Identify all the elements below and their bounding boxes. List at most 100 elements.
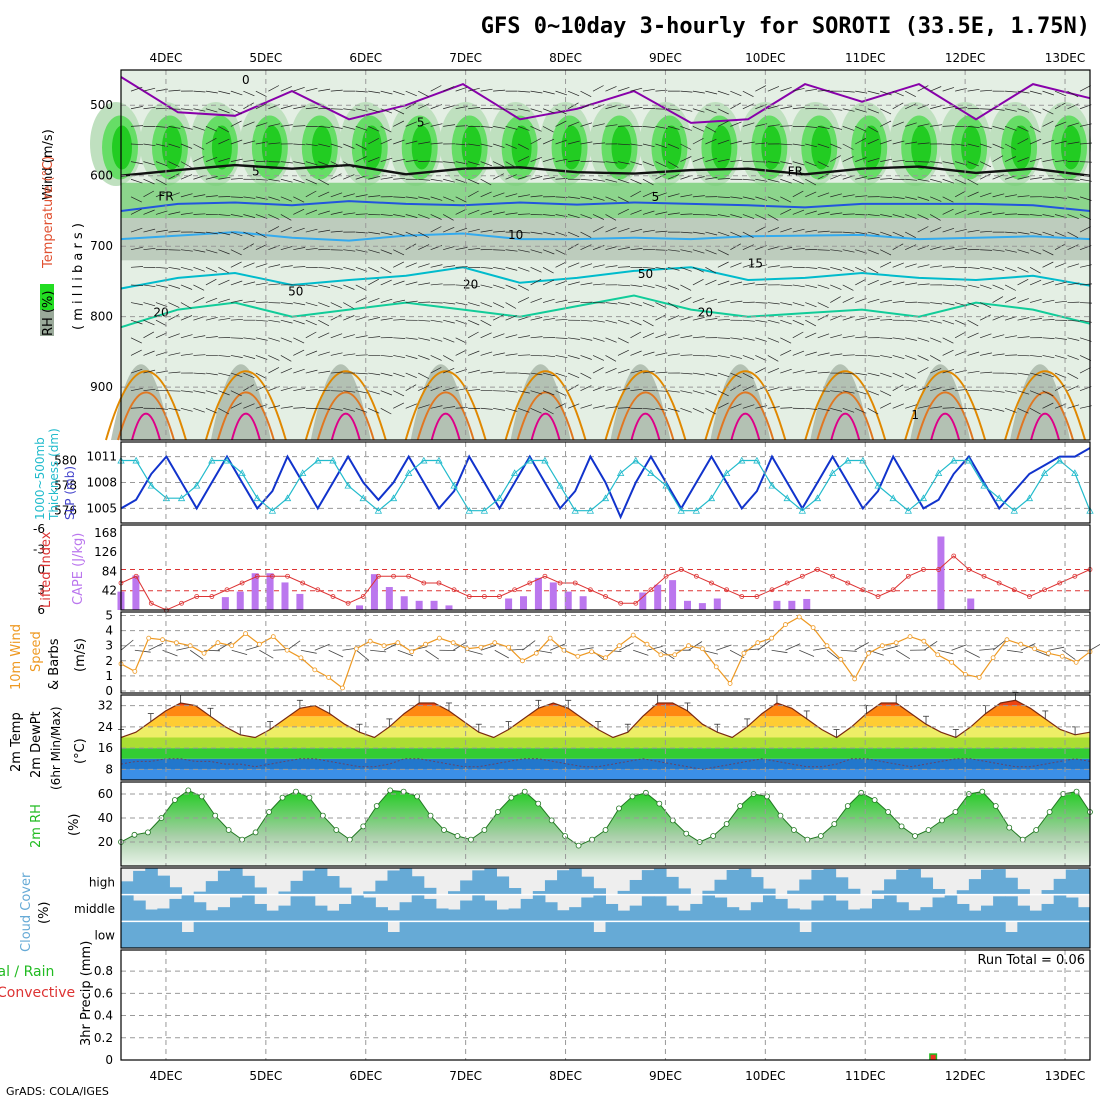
wind-barb: [792, 190, 804, 198]
wind-speed-marker: [187, 643, 193, 649]
wind-barb: [780, 266, 793, 268]
wind-barb: [430, 337, 443, 342]
wind-barb: [443, 105, 455, 110]
ylabel-millibars: ( m i l l i b a r s ): [71, 223, 86, 330]
cape-bar: [385, 587, 393, 610]
contour-label: 5: [417, 115, 425, 129]
wind-barb: [243, 231, 255, 238]
wind-barb: [692, 176, 705, 180]
wind-barb: [218, 214, 231, 217]
wind-barb: [305, 247, 318, 251]
wind-barb: [555, 139, 568, 145]
wind-barb: [967, 143, 980, 148]
panel-frame: [120, 867, 1091, 949]
wind-barb: [1017, 278, 1029, 286]
wind-barb: [368, 267, 380, 273]
wind-barb: [655, 302, 667, 309]
wind-barb: [992, 284, 1004, 290]
thickness-marker: [904, 506, 912, 514]
wind-barb: [930, 337, 942, 343]
cloud-low-cell: [726, 921, 740, 948]
wind-speed-marker: [436, 635, 442, 641]
wind-barb: [418, 301, 431, 303]
wind-barb: [767, 105, 780, 110]
wind-barb: [268, 226, 280, 233]
wind-speed-marker: [630, 632, 636, 638]
wind-barb: [1042, 337, 1055, 339]
pressure-tick-label: 900: [90, 380, 113, 394]
wind-barb: [880, 90, 892, 96]
wind-barb: [992, 155, 1004, 162]
wind-barb: [680, 267, 692, 272]
wind-barb: [892, 231, 904, 238]
wind-barb: [967, 351, 980, 356]
wind-barb: [692, 108, 705, 113]
wind-barb: [667, 390, 680, 393]
bottom-date-label: 13DEC: [1045, 1069, 1085, 1083]
thickness-marker: [480, 506, 489, 514]
wind-barb: [305, 87, 318, 92]
wind-barb: [480, 370, 493, 374]
wind-barb: [905, 244, 917, 251]
wind-barb: [1029, 231, 1042, 236]
cape-bar: [236, 591, 244, 610]
wind-speed-marker: [589, 649, 595, 655]
wind-barb: [905, 231, 916, 239]
cloud-middle-cell: [847, 909, 861, 922]
cloud-low-cell: [968, 921, 982, 948]
wind-barb: [992, 407, 1005, 412]
wind-barb: [954, 178, 967, 185]
wind-barb: [1042, 249, 1054, 256]
cloud-low-cell: [121, 921, 134, 948]
wind-barb: [205, 231, 218, 235]
wind-barb: [543, 317, 555, 321]
wind-barb: [480, 319, 492, 327]
cloud-low-cell: [581, 921, 594, 948]
wind-barb: [955, 350, 967, 356]
wind-speed-marker: [1032, 646, 1038, 652]
thickness-marker: [238, 469, 246, 476]
thickness-marker: [193, 481, 201, 489]
wind-barb: [518, 249, 530, 253]
cloud-high-cell: [423, 887, 437, 895]
cloud-high-cell: [1077, 869, 1091, 895]
wind-barb: [880, 158, 893, 162]
wind-barb: [655, 211, 668, 215]
wind-barb: [1067, 103, 1079, 110]
wind-barb: [880, 108, 892, 115]
wind-barb: [268, 214, 280, 220]
thickness-marker: [692, 506, 701, 514]
cloud-low-cell: [254, 921, 267, 948]
wind-barb: [730, 384, 741, 391]
thickness-marker: [389, 494, 398, 502]
wind-barb: [880, 214, 893, 218]
wind-barb: [805, 143, 818, 148]
wind-barb: [630, 388, 643, 392]
rh-2m-marker: [481, 827, 488, 833]
wind-speed-marker: [686, 643, 691, 649]
run-total-label: Run Total = 0.06: [977, 953, 1085, 968]
wind-barb: [967, 332, 979, 339]
cloud-low-cell: [787, 921, 800, 948]
wind-barb: [967, 178, 979, 186]
wind-barb: [667, 161, 679, 168]
thickness-tick-label: 578: [54, 479, 77, 493]
wind-barb: [517, 267, 530, 272]
wind-barb: [630, 284, 643, 288]
wind-barb: [1004, 407, 1017, 413]
wind-barb: [1079, 355, 1092, 361]
ylabel-ms: (m/s): [73, 638, 88, 672]
wind-barb: [880, 372, 892, 378]
thickness-marker: [965, 456, 973, 464]
lifted-index-marker: [587, 587, 593, 593]
wind-barb: [567, 214, 580, 219]
wind-barb: [830, 193, 842, 198]
panel-frame: [120, 441, 1091, 524]
wind-barb: [255, 90, 267, 97]
cloud-low-cell: [811, 921, 825, 948]
thickness-marker: [844, 456, 852, 464]
wind-barb: [1029, 407, 1041, 415]
wind-barb: [605, 319, 618, 324]
lifted-index-marker: [693, 573, 699, 579]
